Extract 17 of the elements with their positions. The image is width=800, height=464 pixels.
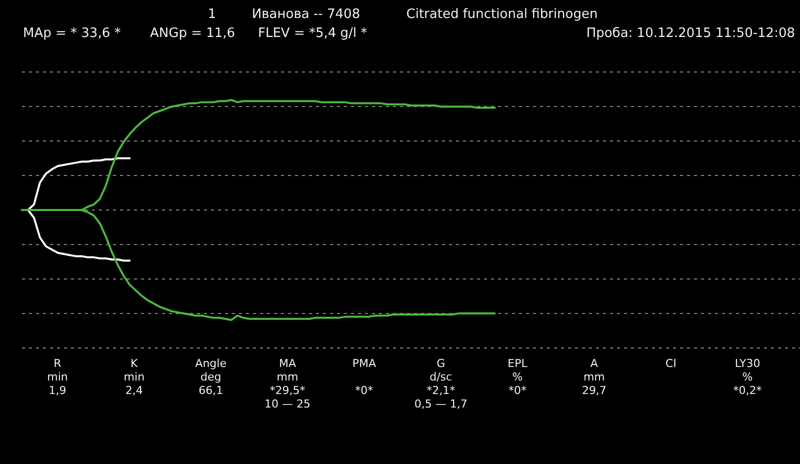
text: Проба: 10.12.2015 11:50-12:08 <box>586 26 795 41</box>
text: MA mm *29,5* 10 — 25 <box>264 357 311 410</box>
chart-title: Citrated functional fibrinogen <box>406 7 598 22</box>
text: ANGp = 11,6 <box>150 26 236 41</box>
text: Angle deg 66,1 <box>195 357 227 397</box>
text: G d/sc *2,1* 0,5 — 1,7 <box>414 357 468 410</box>
text: A mm 29,7 <box>582 357 606 397</box>
text: Иванова -- 7408 <box>252 7 360 22</box>
text: PMA *0* <box>352 357 376 397</box>
text: FLEV = *5,4 g/l * <box>258 26 368 41</box>
text: MAp = * 33,6 * <box>23 26 122 41</box>
text: LY30 % *0,2* <box>733 357 762 397</box>
text: 1 <box>208 7 216 22</box>
text: CI <box>665 357 676 370</box>
text: R min 1,9 <box>47 357 68 397</box>
text: K min 2,4 <box>124 357 145 397</box>
text: EPL % *0* <box>508 357 528 397</box>
